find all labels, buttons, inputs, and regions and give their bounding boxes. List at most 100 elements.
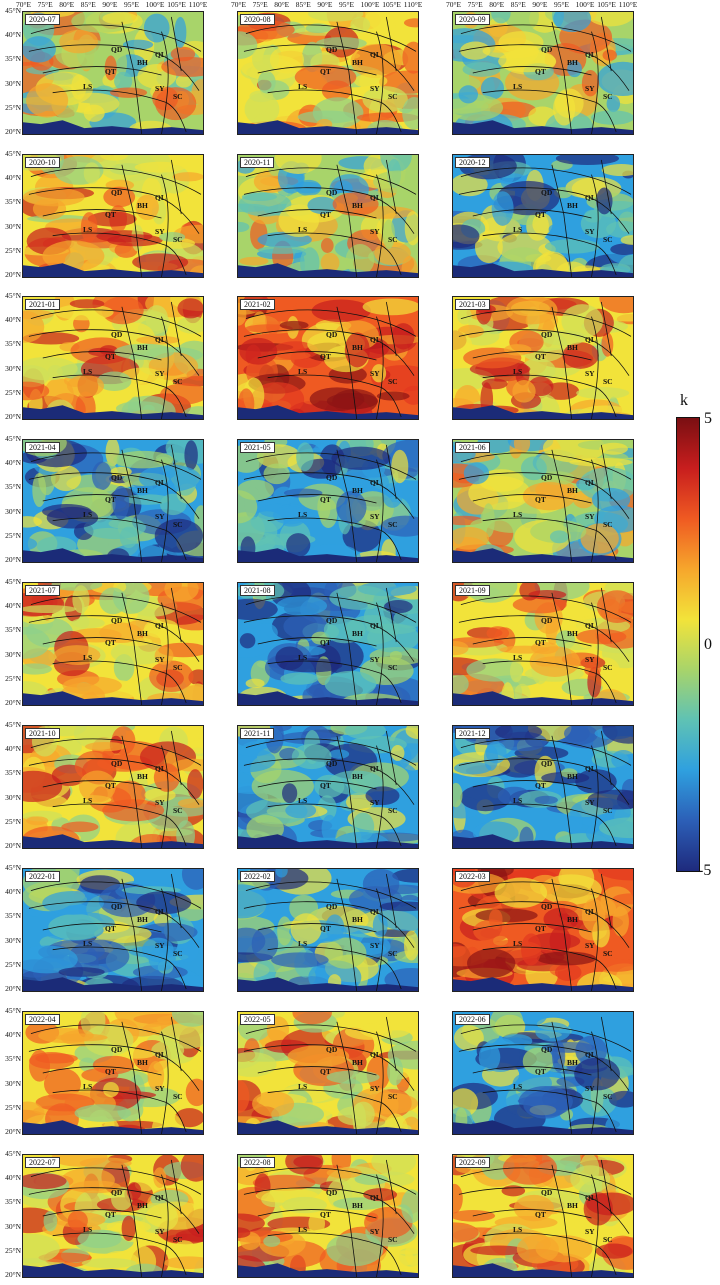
place-label: QD — [326, 616, 338, 625]
map-panel: 2022-06 QD QL BH QT LS SY SC — [452, 1011, 634, 1135]
latitude-label: 25°N — [5, 102, 21, 112]
longitude-label: 80°E — [59, 0, 75, 9]
latitude-label: 20°N — [5, 698, 21, 707]
map-panel: 2021-02 QD QL BH QT LS SY SC — [237, 296, 419, 420]
longitude-label: 70°E — [231, 0, 247, 9]
map-panel: 2021-08 QD QL BH QT LS SY SC — [237, 582, 419, 706]
anomaly-map — [238, 1012, 418, 1134]
place-label: QT — [535, 924, 546, 933]
place-label: BH — [352, 486, 363, 495]
place-label: SC — [603, 806, 613, 815]
place-label: LS — [83, 1082, 93, 1091]
map-panel: 2020-07 QD QL BH QT LS SY SC — [22, 11, 204, 135]
latitude-label: 40°N — [5, 30, 21, 40]
longitude-label: 100°E — [360, 0, 380, 9]
place-label: QD — [111, 759, 123, 768]
place-label: QD — [111, 1188, 123, 1197]
latitude-label: 25°N — [5, 959, 21, 969]
place-label: QL — [585, 1193, 596, 1202]
place-label: QL — [585, 478, 596, 487]
panel-date-label: 2021-06 — [455, 442, 490, 453]
longitude-label: 105°E — [382, 0, 402, 9]
map-panel: 2021-11 QD QL BH QT LS SY SC — [237, 725, 419, 849]
place-label: SY — [370, 941, 380, 950]
place-label: QD — [541, 188, 553, 197]
place-label: LS — [83, 796, 93, 805]
place-label: SY — [155, 512, 165, 521]
panel-date-label: 2022-03 — [455, 871, 490, 882]
place-label: BH — [137, 915, 148, 924]
longitude-label: 110°E — [188, 0, 208, 9]
place-label: LS — [298, 225, 308, 234]
place-label: LS — [298, 796, 308, 805]
place-label: QT — [105, 1210, 116, 1219]
latitude-label: 25°N — [5, 673, 21, 683]
latitude-label: 45°N — [5, 149, 21, 158]
place-label: QT — [105, 210, 116, 219]
place-label: SY — [155, 369, 165, 378]
place-label: SY — [585, 84, 595, 93]
place-label: LS — [298, 367, 308, 376]
place-label: QD — [541, 759, 553, 768]
place-label: SC — [173, 663, 183, 672]
place-label: SY — [155, 84, 165, 93]
place-label: QD — [326, 188, 338, 197]
place-label: SC — [173, 377, 183, 386]
panel-date-label: 2022-09 — [455, 1157, 490, 1168]
latitude-label: 35°N — [5, 625, 21, 635]
place-label: SY — [370, 512, 380, 521]
panel-date-label: 2021-11 — [240, 728, 275, 739]
place-label: QT — [535, 1067, 546, 1076]
anomaly-map — [238, 1155, 418, 1277]
place-label: LS — [513, 225, 523, 234]
place-label: SC — [173, 949, 183, 958]
place-label: SC — [173, 1235, 183, 1244]
panel-date-label: 2021-03 — [455, 299, 490, 310]
panel-date-label: 2020-07 — [25, 14, 60, 25]
place-label: SC — [388, 949, 398, 958]
place-label: BH — [352, 343, 363, 352]
place-label: LS — [298, 653, 308, 662]
latitude-label: 40°N — [5, 458, 21, 468]
place-label: QD — [111, 616, 123, 625]
place-label: LS — [513, 1225, 523, 1234]
place-label: BH — [137, 58, 148, 67]
longitude-label: 80°E — [274, 0, 290, 9]
longitude-label: 75°E — [252, 0, 268, 9]
anomaly-map — [453, 1155, 633, 1277]
anomaly-map — [23, 1012, 203, 1134]
place-label: SY — [585, 227, 595, 236]
map-panel: 2022-08 QD QL BH QT LS SY SC — [237, 1154, 419, 1278]
map-panel: 2022-09 QD QL BH QT LS SY SC — [452, 1154, 634, 1278]
place-label: QL — [370, 193, 381, 202]
place-label: QT — [105, 1067, 116, 1076]
longitude-label: 85°E — [295, 0, 311, 9]
latitude-label: 45°N — [5, 6, 21, 15]
latitude-label: 20°N — [5, 412, 21, 421]
latitude-label: 40°N — [5, 315, 21, 325]
place-label: SC — [388, 235, 398, 244]
latitude-label: 20°N — [5, 555, 21, 564]
panel-date-label: 2022-07 — [25, 1157, 60, 1168]
place-label: BH — [352, 1201, 363, 1210]
place-label: SC — [388, 1092, 398, 1101]
map-panel: 2021-07 QD QL BH QT LS SY SC — [22, 582, 204, 706]
panel-date-label: 2022-08 — [240, 1157, 275, 1168]
place-label: SY — [585, 941, 595, 950]
colorbar-max-label: 5 — [704, 410, 712, 427]
place-label: QL — [370, 1193, 381, 1202]
latitude-label: 30°N — [5, 1078, 21, 1088]
place-label: SY — [155, 227, 165, 236]
latitude-label: 25°N — [5, 1245, 21, 1255]
panel-date-label: 2021-08 — [240, 585, 275, 596]
place-label: SY — [370, 798, 380, 807]
map-panel: 2022-04 QD QL BH QT LS SY SC — [22, 1011, 204, 1135]
place-label: BH — [352, 201, 363, 210]
map-panel: 2021-04 QD QL BH QT LS SY SC — [22, 439, 204, 563]
place-label: QL — [155, 1193, 166, 1202]
place-label: LS — [298, 1225, 308, 1234]
place-label: SY — [155, 1227, 165, 1236]
place-label: SY — [585, 1084, 595, 1093]
latitude-label: 30°N — [5, 649, 21, 659]
